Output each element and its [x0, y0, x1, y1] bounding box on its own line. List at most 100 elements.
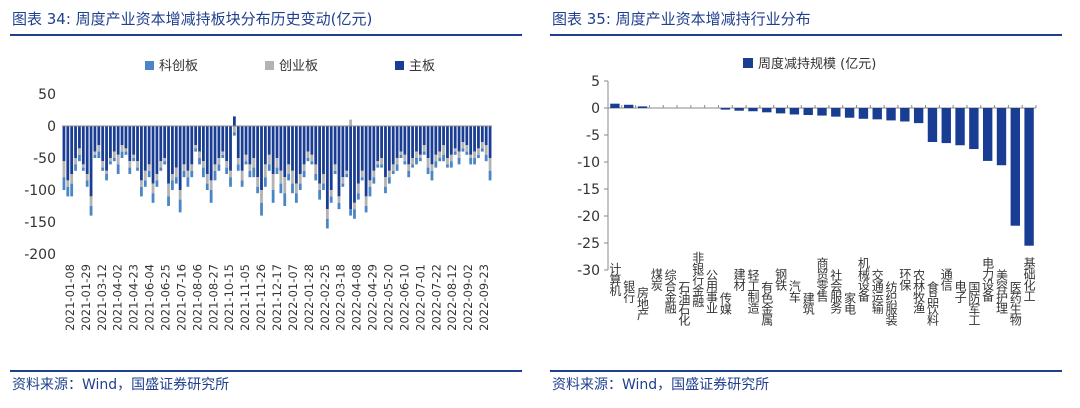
left-x-tick-label: 2022-01-28 — [302, 264, 316, 331]
bar-gem — [221, 151, 225, 155]
bar-gem — [159, 161, 163, 168]
bar-main — [263, 126, 267, 165]
left-x-tick-label: 2022-09-02 — [461, 264, 475, 331]
left-x-tick-label: 2022-07-22 — [429, 264, 443, 331]
right-category-label: 环保 — [898, 268, 912, 291]
bar-star — [174, 177, 178, 184]
bar-industry — [913, 108, 924, 124]
bar-gem — [116, 154, 120, 165]
bar-industry — [927, 108, 938, 143]
legend-swatch-star — [145, 61, 154, 70]
bar-star — [368, 186, 372, 197]
bar-gem — [143, 170, 147, 181]
bar-gem — [395, 158, 399, 165]
bar-star — [171, 180, 174, 190]
bar-star — [430, 170, 434, 181]
right-category-label: 有色金属 — [760, 281, 774, 327]
bar-main — [221, 126, 225, 152]
bar-main — [116, 126, 120, 155]
left-x-tick-label: 2021-06-04 — [143, 264, 157, 331]
bar-gem — [302, 164, 306, 171]
bar-star — [271, 190, 275, 203]
bar-main — [384, 126, 387, 178]
legend-label-star: 科创板 — [159, 59, 198, 74]
bar-main — [93, 126, 97, 152]
bar-main — [279, 126, 283, 171]
bar-star — [438, 158, 442, 162]
bar-industry — [637, 106, 648, 108]
bar-gem — [194, 145, 198, 149]
bar-gem — [314, 164, 318, 174]
bar-star — [325, 218, 329, 229]
bar-gem — [333, 164, 337, 171]
bar-gem — [430, 164, 434, 171]
bar-gem — [434, 154, 438, 162]
bar-gem — [298, 174, 302, 184]
right-category-label: 农林牧渔 — [912, 269, 926, 314]
bar-main — [213, 126, 217, 165]
bar-star — [279, 183, 283, 194]
bar-star — [244, 161, 248, 165]
bar-gem — [488, 158, 492, 171]
bar-gem — [372, 170, 376, 178]
bar-main — [403, 126, 407, 155]
left-y-tick-label: -50 — [33, 151, 56, 167]
bar-main — [124, 126, 128, 149]
bar-star — [391, 170, 395, 174]
right-y-tick-label: -5 — [586, 128, 600, 144]
bar-star — [260, 202, 263, 216]
bar-star — [70, 183, 74, 197]
bar-gem — [353, 202, 356, 210]
bar-gem — [81, 164, 85, 168]
bar-star — [81, 167, 85, 171]
right-y-tick-label: -30 — [577, 263, 600, 279]
bar-main — [399, 126, 403, 152]
right-category-label: 国防军工 — [967, 281, 981, 325]
bar-main — [174, 126, 178, 168]
bar-gem — [225, 161, 229, 168]
bar-star — [213, 170, 217, 181]
bar-star — [221, 154, 225, 158]
left-y-tick-label: 0 — [47, 119, 56, 135]
right-y-tick-label: 5 — [591, 74, 600, 90]
bar-gem — [287, 164, 291, 174]
bar-star — [229, 177, 232, 187]
right-source-rule — [550, 370, 1062, 372]
left-x-tick-label: 2022-03-18 — [334, 264, 348, 331]
bar-star — [163, 161, 167, 165]
right-bar-chart: 周度减持规模 (亿元) 5 0 -5 -10 -15 -20 -25 -30 计算机 银行 房地产煤炭… — [577, 56, 1037, 327]
bar-main — [81, 126, 85, 165]
bar-gem — [275, 158, 279, 168]
bar-star — [205, 183, 209, 190]
bar-main — [74, 126, 77, 158]
bar-star — [143, 180, 147, 187]
bar-gem — [182, 164, 186, 171]
bar-main — [105, 126, 108, 171]
bar-gem — [66, 180, 70, 187]
bar-star — [217, 164, 221, 171]
bar-main — [159, 126, 163, 162]
legend-swatch-main — [395, 61, 404, 70]
bar-star — [399, 154, 403, 158]
bar-star — [353, 209, 356, 219]
bar-star — [473, 158, 476, 165]
bar-main — [112, 126, 116, 152]
bar-star — [109, 161, 112, 165]
bar-main — [407, 126, 411, 165]
bar-star — [182, 170, 186, 178]
bar-gem — [484, 145, 488, 155]
bar-gem — [271, 174, 275, 190]
bar-star — [480, 148, 484, 152]
left-x-tick-label: 2022-04-08 — [350, 264, 364, 331]
right-category-label: 家电 — [843, 291, 857, 315]
bar-gem — [213, 164, 217, 171]
left-x-tick-label: 2021-11-26 — [254, 264, 268, 331]
bar-gem — [236, 158, 240, 165]
bar-gem — [198, 151, 201, 158]
bar-gem — [217, 158, 221, 165]
bar-main — [372, 126, 376, 171]
bar-main — [333, 126, 337, 165]
bar-gem — [411, 158, 414, 165]
bar-gem — [322, 174, 325, 184]
right-chart-title: 图表 35: 周度产业资本增减持行业分布 — [552, 10, 811, 28]
